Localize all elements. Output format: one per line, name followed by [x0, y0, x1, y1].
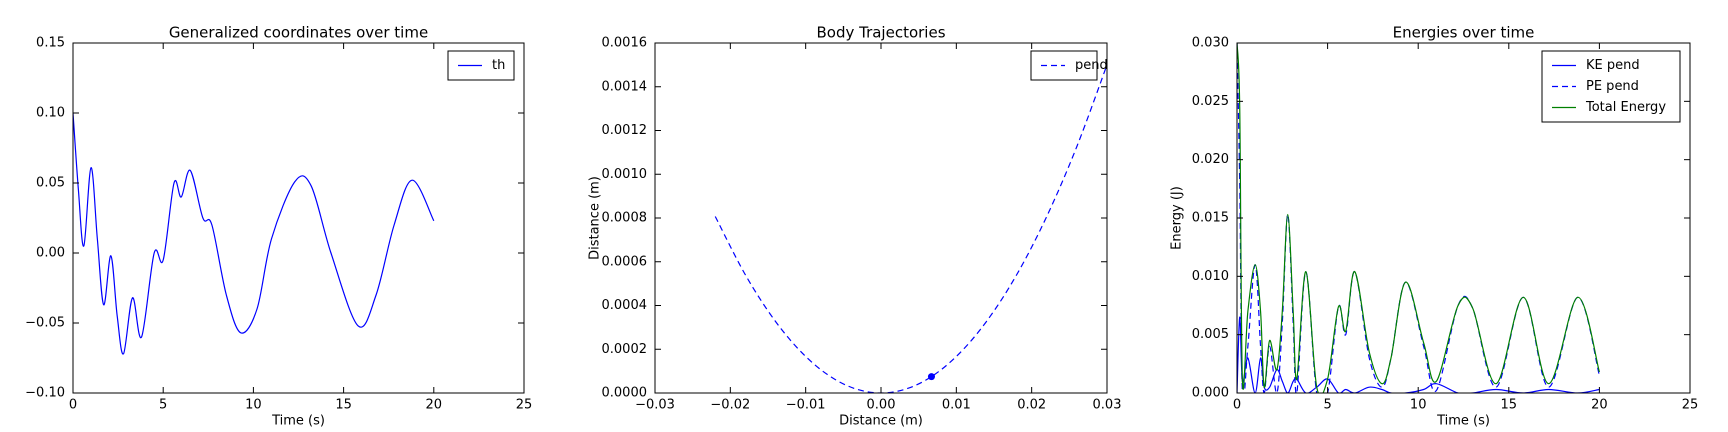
y-axis-label: Energy (J) — [1170, 186, 1185, 250]
data-line — [1237, 43, 1600, 393]
x-tick-label: 0.00 — [867, 398, 896, 413]
legend-label: Total Energy — [1585, 100, 1666, 115]
y-tick-label: 0.0004 — [602, 298, 648, 313]
x-tick-label: 25 — [516, 398, 533, 413]
x-tick-label: 0 — [69, 398, 77, 413]
y-tick-label: 0.0010 — [602, 167, 648, 182]
y-tick-label: 0.15 — [36, 36, 65, 51]
x-axis-label: Time (s) — [1436, 414, 1490, 429]
x-tick-label: 20 — [426, 398, 443, 413]
axes-frame — [72, 42, 525, 394]
y-tick-label: 0.05 — [36, 176, 65, 191]
y-tick-label: −0.10 — [25, 386, 65, 401]
subplot: 0 5 10 15 20 25 0.000 0.005 0.010 0.015 0.020 0.025… — [1170, 24, 1699, 429]
x-tick-label: 0.02 — [1017, 398, 1046, 413]
legend: pend — [1030, 50, 1108, 81]
chart-title: Energies over time — [1393, 24, 1535, 42]
x-tick-label: 15 — [335, 398, 352, 413]
chart-title: Generalized coordinates over time — [169, 24, 428, 42]
x-axis-label: Time (s) — [271, 414, 325, 429]
x-axis-label: Distance (m) — [839, 414, 923, 429]
legend-label: th — [492, 58, 505, 73]
y-tick-label: 0.005 — [1192, 327, 1229, 342]
y-tick-label: −0.05 — [25, 316, 65, 331]
axes-frame — [654, 42, 1108, 394]
legend-label: PE pend — [1586, 79, 1639, 94]
x-tick-label: 0 — [1233, 398, 1241, 413]
legend-label: pend — [1075, 58, 1108, 73]
y-tick-label: 0.0016 — [602, 36, 648, 51]
y-tick-label: 0.020 — [1192, 152, 1229, 167]
x-tick-label: 5 — [159, 398, 167, 413]
legend: th — [447, 50, 515, 81]
plot-area — [73, 112, 435, 355]
chart-title: Body Trajectories — [816, 24, 945, 42]
x-tick-label: 0.01 — [942, 398, 971, 413]
x-tick-label: −0.02 — [710, 398, 750, 413]
legend: KE pend PE pend Total Energy — [1541, 50, 1681, 123]
legend-label: KE pend — [1586, 58, 1640, 73]
x-tick-label: −0.03 — [635, 398, 675, 413]
y-tick-label: 0.0006 — [602, 254, 648, 269]
y-tick-label: 0.10 — [36, 106, 65, 121]
y-tick-label: 0.0000 — [602, 386, 648, 401]
y-tick-label: 0.010 — [1192, 269, 1229, 284]
subplot: −0.03 −0.02 −0.01 0.00 0.01 0.02 0.03 0.0000 0.0… — [588, 24, 1122, 429]
x-tick-label: 0.03 — [1093, 398, 1122, 413]
y-tick-label: 0.0014 — [602, 79, 648, 94]
y-tick-label: 0.025 — [1192, 94, 1229, 109]
plot-area — [1237, 43, 1600, 393]
x-tick-label: 15 — [1501, 398, 1518, 413]
data-line — [714, 64, 1107, 393]
y-tick-label: 0.00 — [36, 246, 65, 261]
marker-point — [927, 373, 935, 381]
subplot: 0 5 10 15 20 25 −0.10 −0.05 0.00 0.05 0.10 0.15 Gene… — [25, 24, 532, 429]
x-tick-label: −0.01 — [786, 398, 826, 413]
data-line — [1237, 316, 1600, 393]
y-tick-label: 0.000 — [1192, 386, 1229, 401]
y-tick-label: 0.0008 — [602, 211, 648, 226]
x-tick-label: 10 — [245, 398, 262, 413]
x-tick-label: 25 — [1682, 398, 1699, 413]
x-tick-label: 20 — [1591, 398, 1608, 413]
y-tick-label: 0.0002 — [602, 342, 648, 357]
plot-area — [714, 64, 1107, 393]
x-tick-label: 5 — [1323, 398, 1331, 413]
data-line — [73, 112, 435, 355]
y-tick-label: 0.030 — [1192, 36, 1229, 51]
y-tick-label: 0.015 — [1192, 211, 1229, 226]
y-axis-label: Distance (m) — [588, 176, 603, 260]
y-tick-label: 0.0012 — [602, 123, 648, 138]
x-tick-label: 10 — [1410, 398, 1427, 413]
